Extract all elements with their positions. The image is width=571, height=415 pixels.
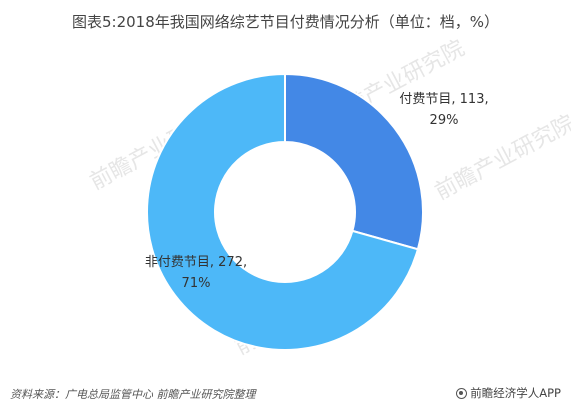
donut-slice-2 <box>146 72 420 351</box>
chart-title: 图表5:2018年我国网络综艺节目付费情况分析（单位：档，%） <box>71 13 500 31</box>
slice-label-2-percent: 71% <box>182 276 211 291</box>
brand-credit: 前瞻经济学人APP <box>456 385 561 401</box>
brand-name: 前瞻经济学人APP <box>470 386 561 400</box>
donut-slice-1 <box>284 72 424 251</box>
source-note: 资料来源：广电总局监管中心 前瞻产业研究院整理 <box>10 388 256 401</box>
slice-labels: 付费节目, 113, 29% 非付费节目, 272, 71% <box>145 92 489 291</box>
slice-label-2-name-value: 非付费节目, 272, <box>145 255 247 270</box>
donut-slices <box>146 72 424 351</box>
brand-logo-icon <box>456 387 468 399</box>
slice-label-1-name-value: 付费节目, 113, <box>399 92 488 107</box>
slice-label-1-percent: 29% <box>430 113 459 128</box>
